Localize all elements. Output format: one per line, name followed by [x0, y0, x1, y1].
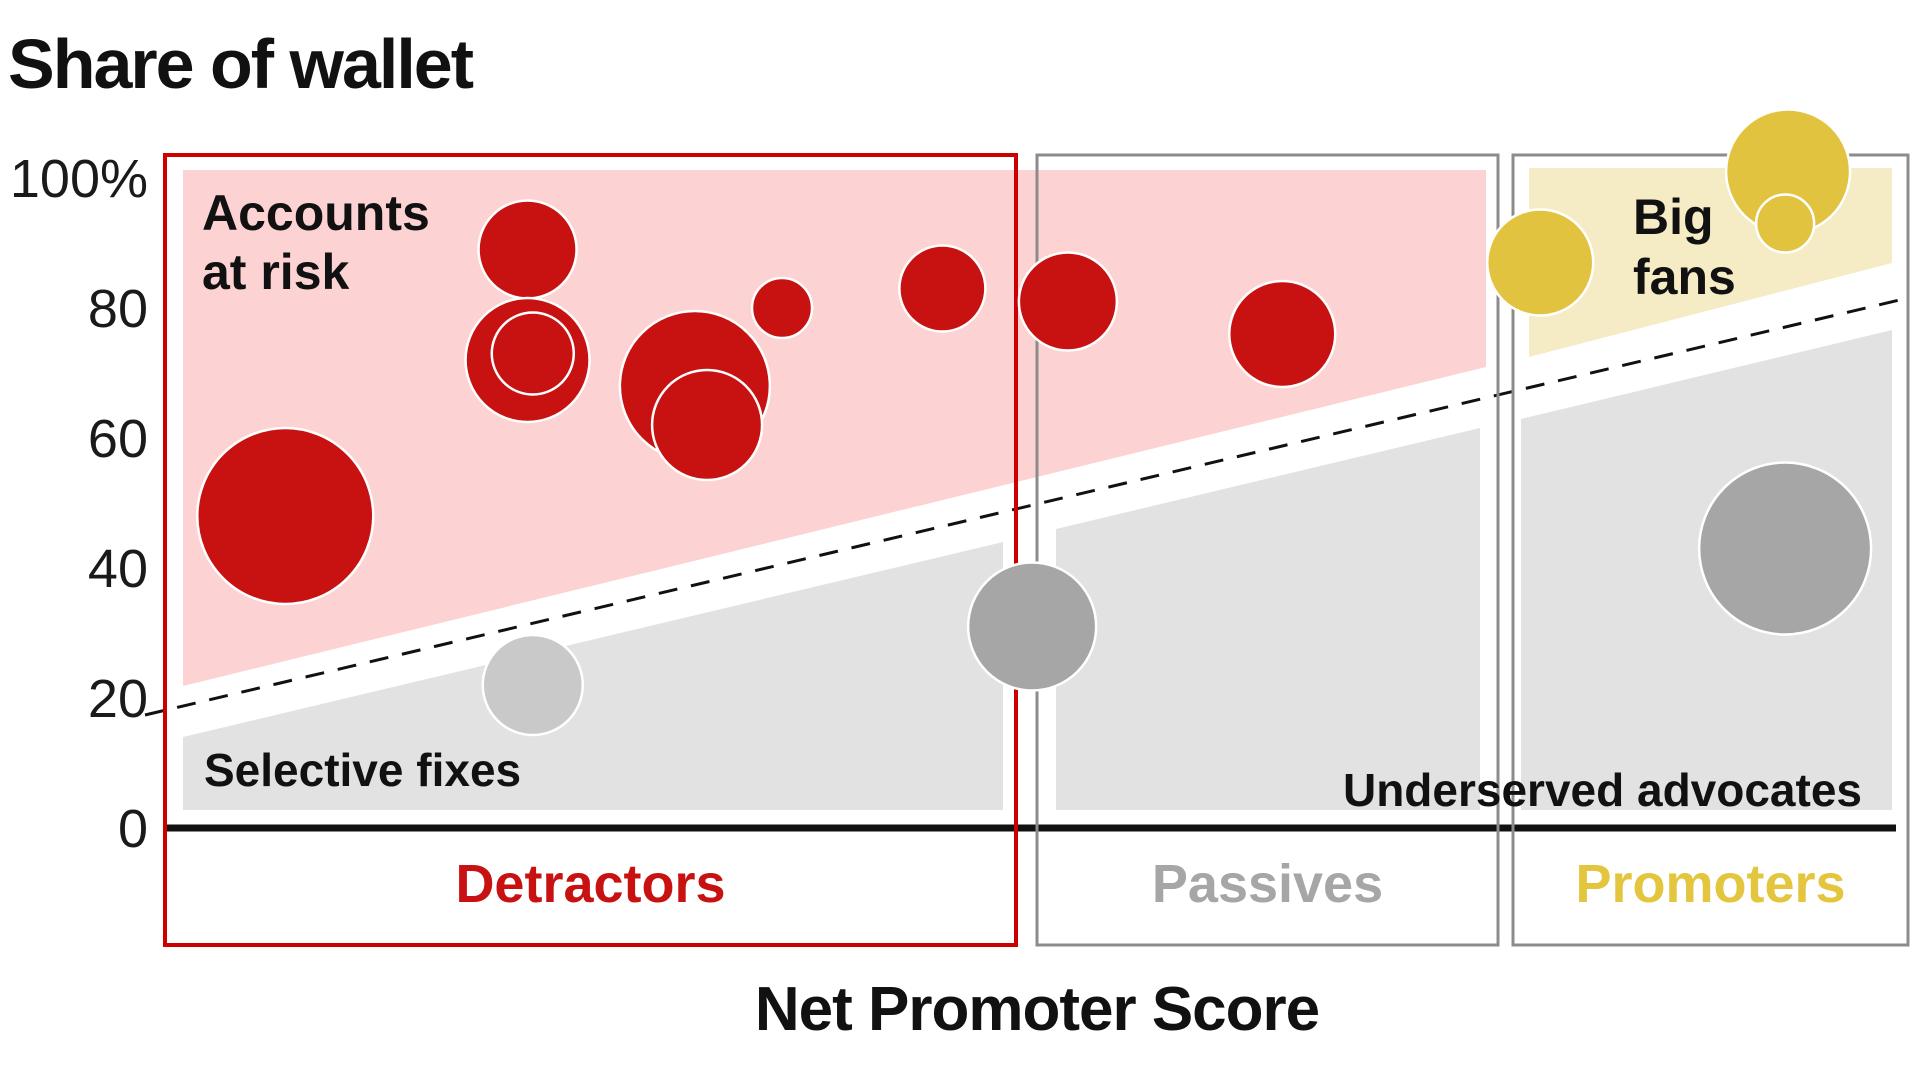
bubble: [1485, 208, 1595, 317]
segment-box-promoters: [1511, 153, 1910, 947]
y-axis-tick-labels: 100% 80 60 40 20 0: [10, 149, 148, 859]
y-tick-40: 40: [88, 539, 148, 599]
page-title: Share of wallet: [8, 25, 474, 103]
bubble: [1228, 279, 1337, 389]
zone-label-big-fans-line1: Big: [1633, 189, 1714, 245]
segment-labels: Detractors Passives Promoters: [455, 854, 1845, 914]
bubble: [477, 199, 578, 300]
y-tick-60: 60: [88, 409, 148, 469]
segment-label-detractors: Detractors: [455, 854, 725, 914]
zone-label-accounts-at-risk-line1: Accounts: [202, 185, 430, 241]
bubble: [650, 368, 764, 482]
threshold-dashed-line: [144, 296, 1909, 717]
zone-label-accounts-at-risk-line2: at risk: [202, 244, 350, 300]
y-tick-80: 80: [88, 279, 148, 339]
x-axis-label: Net Promoter Score: [755, 975, 1319, 1044]
zone-label-selective-fixes: Selective fixes: [204, 744, 521, 796]
accounts-at-risk-zone: [183, 170, 1486, 686]
bubbles: [196, 108, 1873, 737]
bubble: [196, 426, 375, 606]
dashed-threshold-line: [144, 296, 1909, 717]
segment-box-passives: [1035, 153, 1500, 947]
y-tick-100: 100%: [10, 149, 148, 209]
background-zones: [183, 168, 1892, 810]
bubble: [1017, 251, 1119, 352]
y-tick-0: 0: [118, 799, 148, 859]
selective-fixes-zone: [183, 542, 1003, 810]
segment-label-passives: Passives: [1152, 854, 1383, 914]
bubble: [750, 276, 814, 340]
bubble: [490, 311, 576, 396]
segment-box-detractors: [163, 153, 1018, 947]
bubble: [1697, 461, 1873, 636]
zone-label-big-fans-line2: fans: [1633, 249, 1736, 305]
bubble: [1754, 193, 1816, 254]
y-tick-20: 20: [88, 669, 148, 729]
bubble: [966, 561, 1098, 692]
bubble: [898, 244, 987, 333]
segment-boxes: [163, 153, 1910, 947]
underserved-zone-passives: [1056, 428, 1480, 810]
segment-label-promoters: Promoters: [1575, 854, 1845, 914]
zone-label-underserved-advocates: Underserved advocates: [1343, 764, 1862, 816]
bubble: [481, 633, 585, 737]
